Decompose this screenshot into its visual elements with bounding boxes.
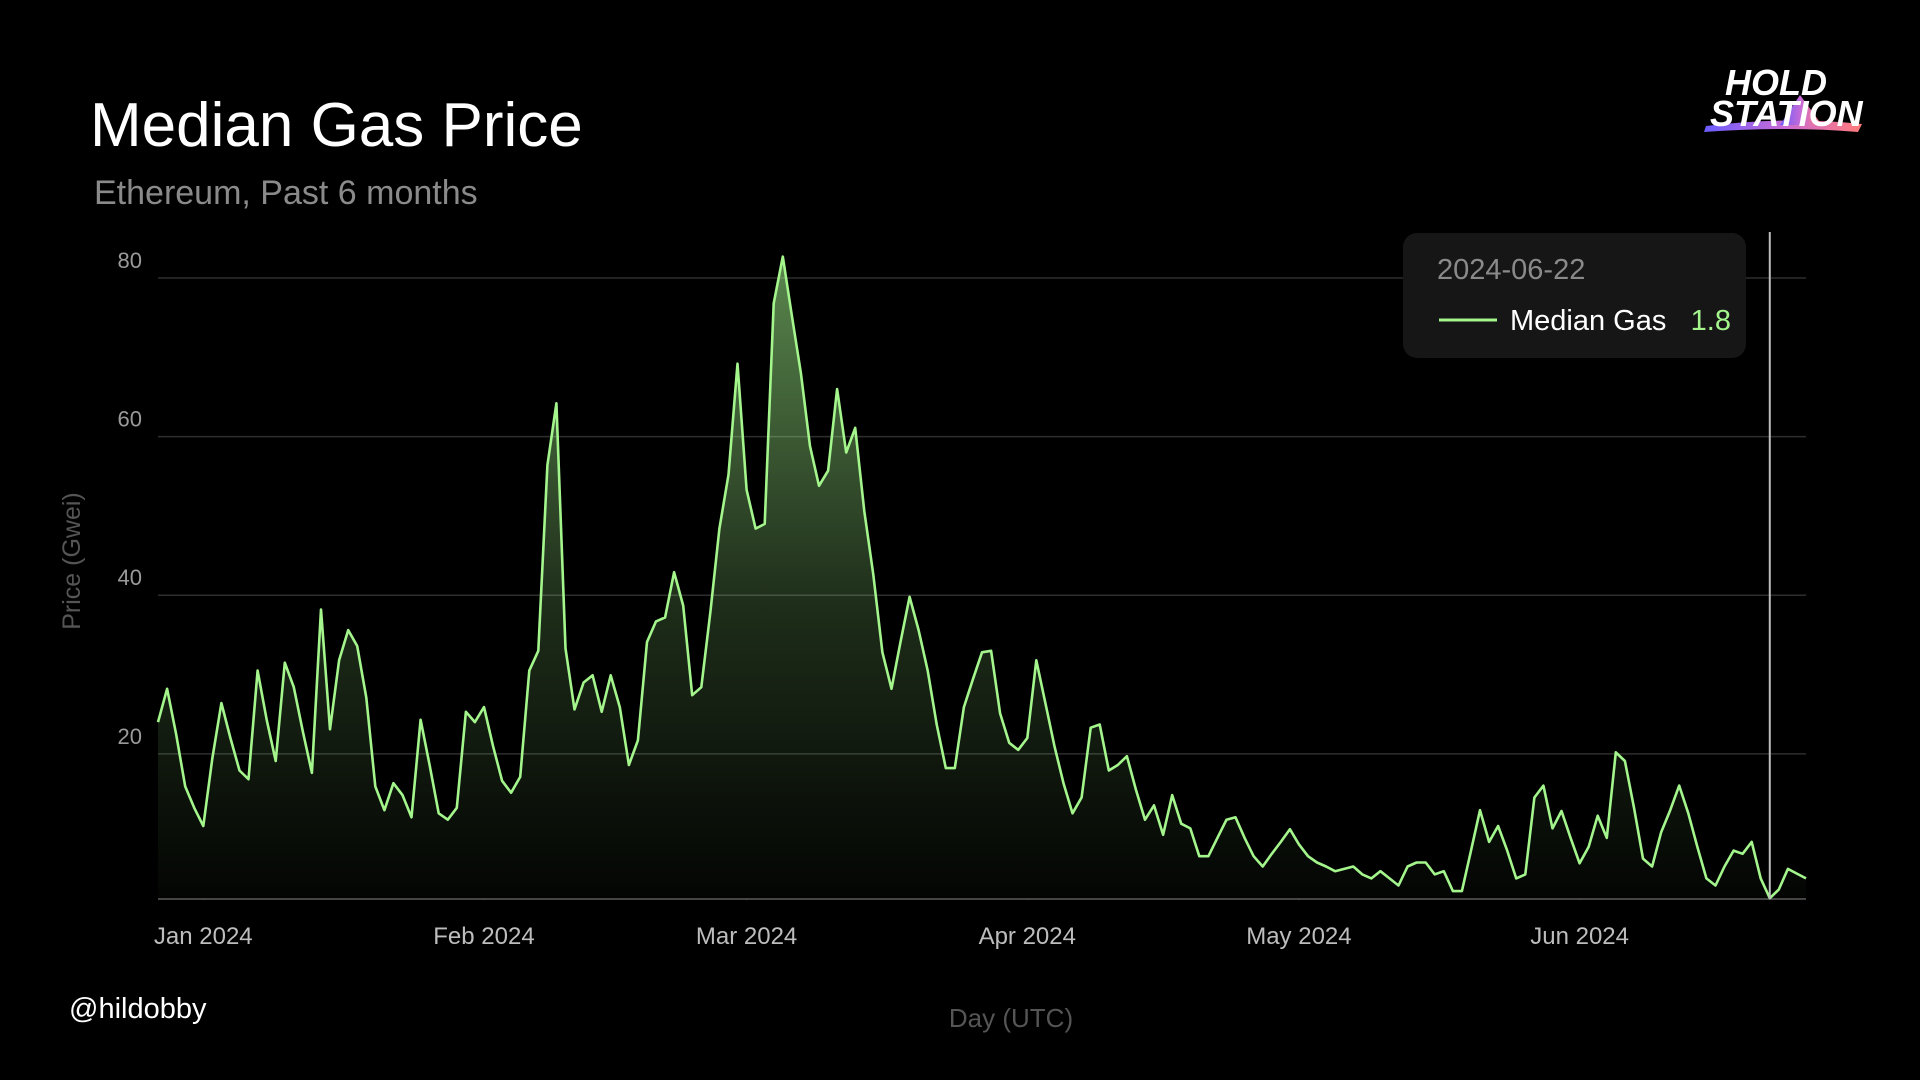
logo-swoosh — [1704, 120, 1862, 132]
logo-text: HOLD — [1725, 62, 1827, 103]
y-tick-label: 60 — [118, 407, 142, 432]
y-axis-title: Price (Gwei) — [58, 492, 86, 630]
x-tick-label: Jan 2024 — [154, 923, 253, 950]
tooltip-series: Median Gas — [1510, 305, 1666, 337]
x-tick-label: May 2024 — [1246, 923, 1351, 950]
x-tick-label: Feb 2024 — [433, 923, 534, 950]
x-axis-title: Day (UTC) — [949, 1003, 1073, 1033]
area — [158, 256, 1806, 900]
line — [156, 255, 1807, 900]
tooltip: 2024-06-22 Median Gas 1.8 — [1403, 233, 1746, 358]
x-tick-label: Apr 2024 — [979, 923, 1076, 950]
chart-title: Median Gas Price — [90, 91, 583, 160]
y-tick-label: 80 — [118, 248, 142, 273]
logo-peak — [1780, 95, 1822, 125]
x-tick-label: Mar 2024 — [696, 923, 797, 950]
plot-area: 20 40 60 80 Jan 2024 Feb 2024 Mar 2024 Apr 2024… — [118, 232, 1807, 950]
chart-subtitle: Ethereum, Past 6 months — [94, 174, 478, 212]
y-tick-label: 20 — [118, 724, 142, 749]
y-tick-label: 40 — [118, 565, 142, 590]
x-tick-label: Jun 2024 — [1530, 923, 1629, 950]
credit: @hildobby — [69, 993, 207, 1025]
tooltip-value: 1.8 — [1691, 305, 1731, 337]
logo: HOLD STATION — [1704, 62, 1864, 134]
logo-text: STATION — [1710, 93, 1864, 134]
tooltip-date: 2024-06-22 — [1437, 254, 1585, 286]
tooltip-box — [1403, 233, 1746, 358]
